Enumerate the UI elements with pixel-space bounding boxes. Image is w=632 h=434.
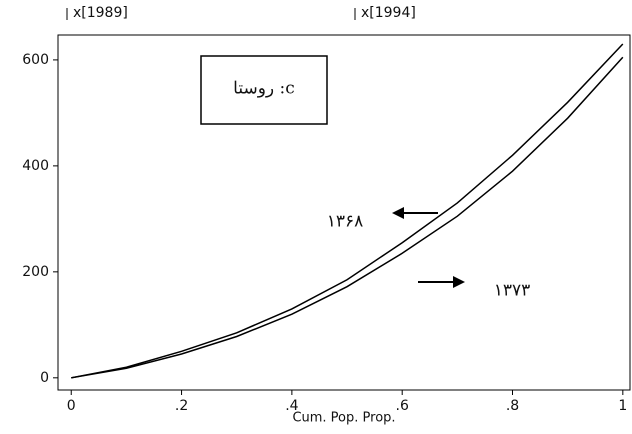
- legend-label: x[1994]: [361, 5, 416, 21]
- y-tick-label: 0: [40, 370, 49, 386]
- series-line: [71, 43, 624, 379]
- x-tick-label: .4: [285, 398, 298, 414]
- y-tick-label: 200: [22, 264, 49, 280]
- series-line: [71, 56, 624, 379]
- x-axis-label: Cum. Pop. Prop.: [292, 411, 395, 426]
- legend-label: x[1989]: [73, 5, 128, 21]
- x-tick-label: .6: [396, 398, 409, 414]
- arrow-head: [453, 276, 465, 288]
- arrow-head: [392, 207, 404, 219]
- plot-frame: [57, 34, 631, 391]
- x-tick-label: .2: [175, 398, 188, 414]
- y-tick-label: 400: [22, 158, 49, 174]
- annotation: ۱۳۶۸: [327, 212, 364, 232]
- x-tick-label: 0: [67, 398, 76, 414]
- x-tick-label: .8: [506, 398, 519, 414]
- annotation: c: روستا: [233, 79, 295, 99]
- y-tick-label: 600: [22, 52, 49, 68]
- annotation: ۱۳۷۳: [494, 281, 531, 301]
- x-tick-label: 1: [618, 398, 627, 414]
- annotation-box: [200, 55, 328, 125]
